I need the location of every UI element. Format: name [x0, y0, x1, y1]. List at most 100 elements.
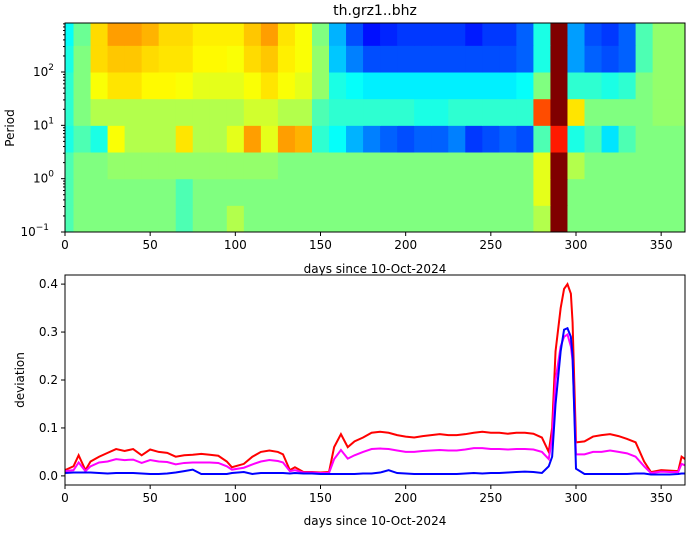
heatmap-cell [73, 72, 92, 100]
heatmap-cell [669, 125, 686, 153]
heatmap-cell [397, 45, 415, 73]
heatmap-cell [294, 178, 313, 206]
heatmap-cell [65, 178, 75, 206]
heatmap-cell [73, 205, 92, 233]
heatmap-cell [414, 98, 432, 126]
heatmap-cell [652, 152, 671, 180]
heatmap-cell [669, 178, 686, 206]
heatmap-cell [294, 72, 313, 100]
heatmap-cell [533, 98, 551, 126]
heatmap-cell [363, 45, 381, 73]
heatmap-cell [482, 152, 500, 180]
heatmap-title: th.grz1..bhz [333, 3, 417, 19]
heatmap-cell [277, 125, 296, 153]
y-tick-label: 10−1 [20, 223, 49, 239]
x-tick-label: 350 [650, 491, 673, 505]
heatmap-cell [635, 98, 654, 126]
heatmap-cell [209, 72, 228, 100]
heatmap-cell [192, 152, 211, 180]
heatmap-cell [414, 125, 432, 153]
heatmap-cell [533, 178, 551, 206]
heatmap-cell [311, 152, 330, 180]
heatmap-cell [107, 178, 126, 206]
heatmap-cell [584, 125, 603, 153]
heatmap-cell [465, 98, 483, 126]
y-tick-label: 101 [33, 116, 54, 132]
heatmap-cell [346, 98, 364, 126]
heatmap-cell [516, 23, 534, 46]
heatmap-cell [550, 152, 568, 180]
heatmap-cell [499, 178, 517, 206]
heatmap-cell [107, 72, 126, 100]
heatmap-cell [482, 125, 500, 153]
heatmap-cell [346, 178, 364, 206]
heatmap-cell [533, 205, 551, 233]
heatmap-cell [584, 45, 603, 73]
x-tick-label: 100 [224, 491, 247, 505]
heatmap-cell [260, 23, 279, 46]
heatmap-cell [669, 72, 686, 100]
heatmap-cell [499, 98, 517, 126]
heatmap-cell [260, 178, 279, 206]
heatmap-cell [65, 125, 75, 153]
heatmap-cell [482, 205, 500, 233]
heatmap-cell [294, 205, 313, 233]
heatmap-cell [226, 152, 245, 180]
heatmap-cell [516, 178, 534, 206]
heatmap-cell [533, 125, 551, 153]
heatmap-cell [346, 205, 364, 233]
heatmap-cell [431, 23, 449, 46]
heatmap-cell [243, 178, 262, 206]
heatmap-cell [363, 23, 381, 46]
heatmap-xlabel: days since 10-Oct-2024 [304, 262, 447, 276]
heatmap-cell [192, 125, 211, 153]
heatmap-cell [346, 23, 364, 46]
heatmap-cell [90, 98, 109, 126]
heatmap-cell [277, 152, 296, 180]
heatmap-cell [482, 45, 500, 73]
heatmap-cell [601, 152, 620, 180]
heatmap-cell [516, 152, 534, 180]
y-tick-label: 102 [33, 63, 54, 79]
heatmap-cell [243, 205, 262, 233]
heatmap-cell [465, 72, 483, 100]
heatmap-cell [124, 178, 143, 206]
heatmap-cell [175, 205, 194, 233]
heatmap-cell [243, 45, 262, 73]
heatmap-cell [260, 125, 279, 153]
heatmap-cell [499, 125, 517, 153]
heatmap-cell [175, 23, 194, 46]
heatmap-cell [65, 205, 75, 233]
heatmap-cell [175, 178, 194, 206]
heatmap-cell [226, 98, 245, 126]
heatmap-cell [499, 205, 517, 233]
heatmap-cell [397, 125, 415, 153]
heatmap-cell [499, 23, 517, 46]
heatmap-cell [107, 45, 126, 73]
heatmap-cell [209, 23, 228, 46]
heatmap-cell [652, 45, 671, 73]
heatmap-cell [243, 152, 262, 180]
heatmap-cell [226, 23, 245, 46]
heatmap-cell [567, 178, 586, 206]
heatmap-cell [329, 72, 347, 100]
heatmap-cell [669, 98, 686, 126]
heatmap-cell [277, 98, 296, 126]
heatmap-cell [158, 98, 177, 126]
heatmap-cell [465, 205, 483, 233]
x-tick-label: 50 [143, 238, 158, 252]
heatmap-cell [329, 205, 347, 233]
heatmap-cell [90, 205, 109, 233]
x-tick-label: 150 [309, 238, 332, 252]
heatmap-cell [192, 178, 211, 206]
heatmap-cell [363, 178, 381, 206]
heatmap-cell [584, 205, 603, 233]
heatmap-cell [226, 205, 245, 233]
heatmap-cell [380, 205, 398, 233]
heatmap-cell [329, 178, 347, 206]
heatmap-cell [90, 152, 109, 180]
heatmap-cell [652, 23, 671, 46]
heatmap-cell [482, 23, 500, 46]
heatmap-cell [635, 152, 654, 180]
heatmap-cell [124, 45, 143, 73]
